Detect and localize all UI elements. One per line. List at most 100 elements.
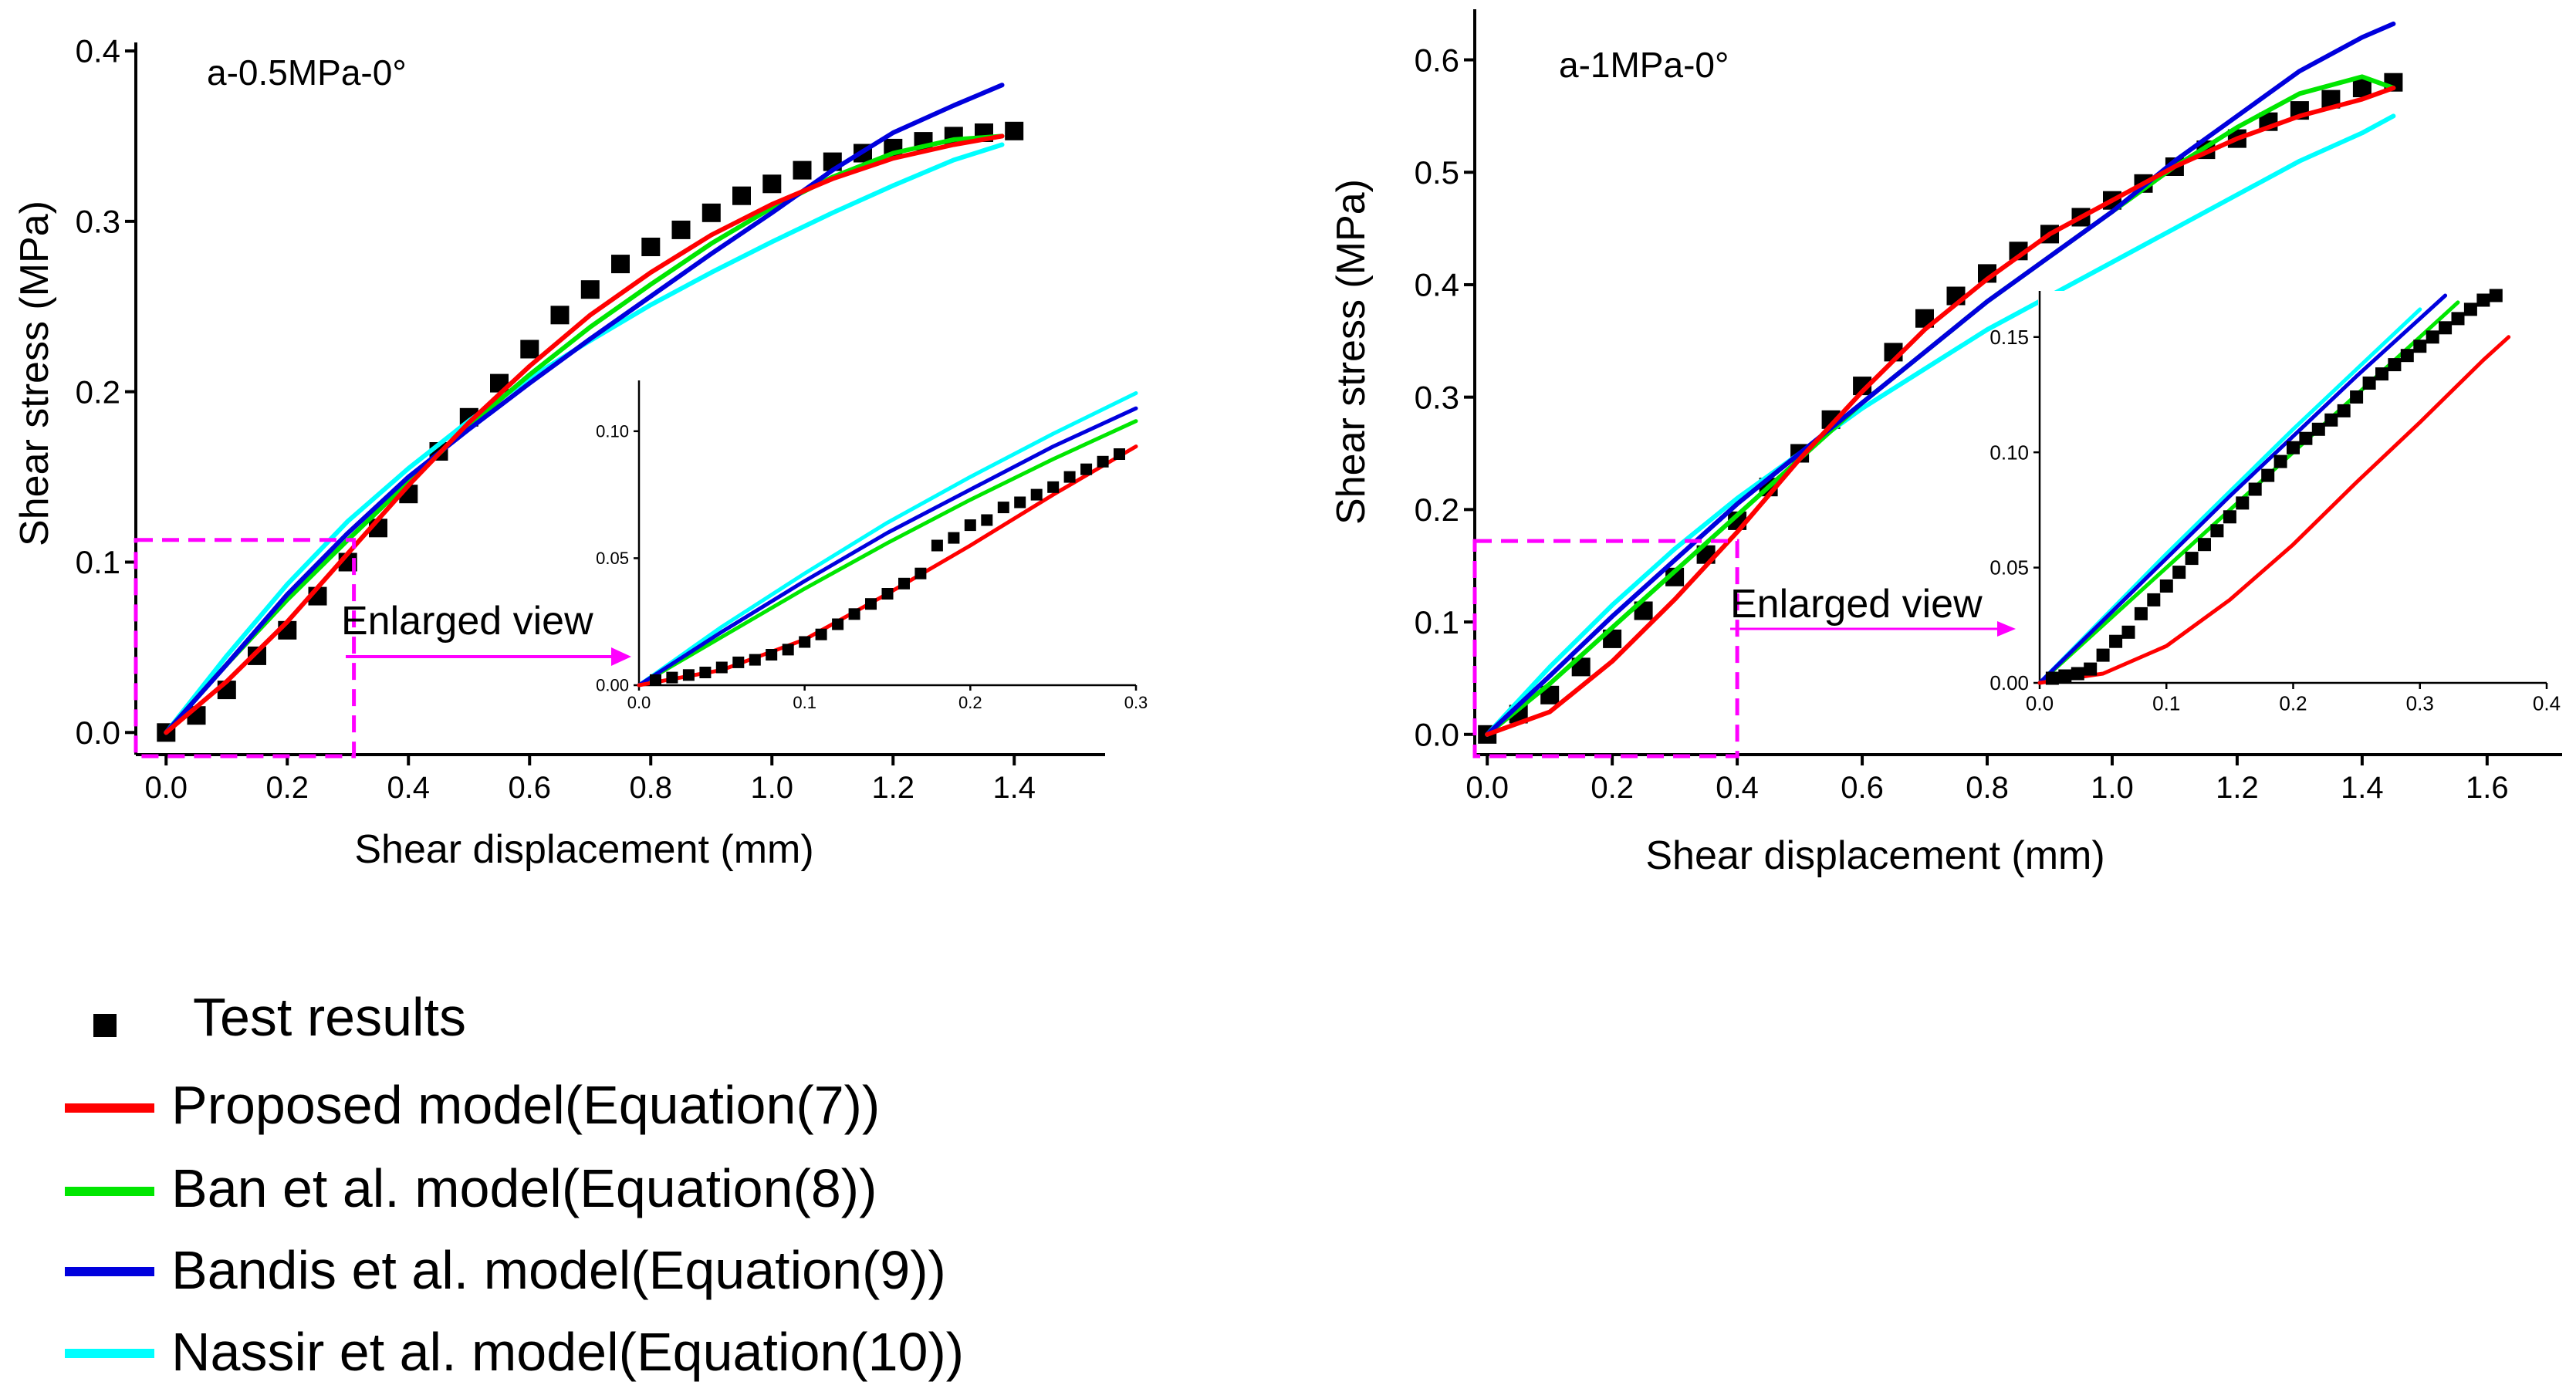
right-inset-x-tick-label: 0.1 [2152,691,2180,715]
left-inset-test-point [699,667,712,678]
right-inset-x-tick-label: 0.3 [2406,691,2434,715]
right-inset-test-point [2071,667,2084,681]
right-inset-test-point [2324,413,2338,427]
right-inset-test-point [2476,293,2490,307]
left-inset-test-point [749,654,761,666]
right-main-x-tick-label: 0.4 [1716,771,1759,805]
left-inset-test-point [650,674,661,686]
left-panel-chart: Shear displacement (mm) Shear stress (MP… [12,33,1148,872]
right-inset-test-point [2439,321,2453,335]
right-main-x-tick-label: 1.4 [2341,771,2384,805]
right-main-y-tick-label: 0.4 [1415,267,1459,303]
right-inset-test-point [2096,648,2110,662]
left-enlarged-view-arrow [346,647,631,666]
left-inset-test-point [898,577,910,590]
legend-item-test: Test results [93,987,466,1047]
left-main-x-tick-label: 1.4 [992,771,1036,805]
right-inset-test-point [2388,358,2402,372]
left-main-test-point [793,160,812,180]
right-inset-test-point [2058,669,2072,683]
right-inset-test-point [2489,289,2503,302]
left-main-test-point [550,306,570,325]
right-main-line-nassir [1485,113,2396,737]
right-inset-y-tick-label: 0.00 [1989,671,2029,694]
right-inset-test-point [2084,662,2098,676]
legend: Test results Proposed model(Equation(7))… [65,987,964,1382]
left-main-test-point [520,340,539,359]
left-inset-line-bandis [637,406,1138,688]
left-main-x-tick-label: 0.0 [144,771,188,805]
right-main-y-tick-label: 0.2 [1415,492,1459,528]
right-y-axis-label: Shear stress (MPa) [1329,179,1374,525]
right-inset-test-point [2236,496,2250,510]
right-main-y-tick-label: 0.0 [1415,716,1459,752]
left-inset-test-point [815,628,827,640]
right-inset-test-point [2109,634,2123,648]
left-enlarged-region-box [134,538,357,759]
left-inset-test-point [1047,481,1060,493]
right-main-y-tick-label: 0.3 [1415,379,1459,415]
legend-item-nassir: Nassir et al. model(Equation(10)) [65,1322,964,1382]
left-inset-test-point [766,649,778,661]
right-main-x-tick-label: 1.0 [2091,771,2134,805]
right-inset-test-point [2426,330,2439,344]
legend-label-proposed: Proposed model(Equation(7)) [171,1075,880,1135]
left-inset-test-point [964,519,976,532]
left-main-y-tick-label: 0.2 [76,373,120,410]
right-inset-test-point [2134,606,2148,620]
left-y-axis-label: Shear stress (MPa) [12,201,57,546]
left-main-test-point [762,174,782,194]
left-main-x-tick-label: 0.4 [387,771,430,805]
left-inset-test-point [1097,455,1109,468]
right-inset-test-point [2350,390,2364,404]
right-inset-test-point [2172,566,2186,579]
left-inset-line-nassir [637,391,1138,688]
left-inset-test-point [981,514,993,526]
right-main-line-proposed [1485,86,2396,737]
right-main-x-tick-label: 0.6 [1841,771,1884,805]
left-inset-test-point [1063,471,1076,483]
left-inset-x-tick-label: 0.1 [793,693,816,712]
left-main-y-tick-label: 0.4 [76,33,120,69]
left-inset-y-tick-label: 0.00 [596,676,629,695]
left-inset-test-point [732,656,745,668]
left-main-x-tick-label: 0.6 [508,771,551,805]
left-enlarged-view-label: Enlarged view [341,599,593,644]
left-inset-test-point [782,644,794,656]
right-main-test-point [1853,377,1872,396]
right-inset-x-tick-label: 0.2 [2279,691,2307,715]
left-inset-test-point [865,598,877,610]
right-inset-test-point [2159,579,2173,593]
right-inset-x-tick-label: 0.0 [2026,691,2054,715]
left-inset-x-tick-label: 0.0 [627,693,651,712]
legend-item-proposed: Proposed model(Equation(7)) [65,1075,880,1135]
left-main-test-point [671,220,691,239]
right-inset-test-point [2362,377,2376,390]
right-inset-test-point [2375,367,2388,381]
right-enlarged-view-arrow [1730,621,2016,637]
right-inset-test-point [2451,312,2465,326]
left-main-y-tick-label: 0.1 [76,544,120,580]
left-inset-test-point [1030,488,1043,501]
right-enlarged-region-box [1472,539,1739,759]
left-inset-y-tick-label: 0.05 [596,549,629,568]
right-main-x-tick-label: 1.6 [2466,771,2509,805]
right-inset-line-proposed [2037,335,2511,685]
right-panel-title: a-1MPa-0° [1559,45,1729,85]
right-inset-test-point [2337,404,2351,417]
left-inset-test-point [948,532,960,544]
right-inset-test-point [2223,510,2236,524]
left-main-x-tick-label: 0.2 [265,771,309,805]
right-inset-y-tick-label: 0.15 [1989,326,2029,349]
right-main-x-tick-label: 0.2 [1591,771,1634,805]
left-main-test-point [641,238,661,256]
right-enlarged-view-label: Enlarged view [1730,582,1983,627]
left-main-line-proposed [164,133,1005,735]
legend-square-marker [93,1014,117,1037]
right-inset-test-point [2311,422,2325,436]
right-inset-test-point [2413,340,2427,353]
right-main-x-tick-label: 1.2 [2216,771,2259,805]
left-main-test-point [732,186,751,205]
left-main-line-ban [164,133,1005,735]
